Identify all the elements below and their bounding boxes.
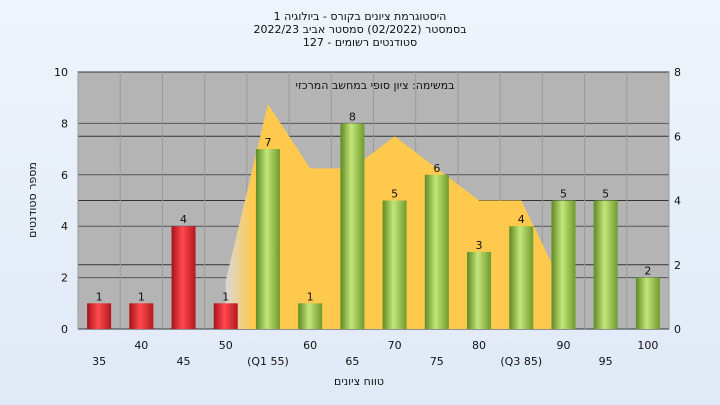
y-tick-label: 6 — [61, 169, 68, 182]
bar-70 — [382, 200, 407, 329]
value-label: 4 — [518, 213, 525, 226]
bar-60 — [298, 303, 323, 329]
bar-50 — [213, 303, 238, 329]
value-label: 7 — [264, 136, 271, 149]
bar-95 — [593, 200, 618, 329]
value-label: 5 — [602, 188, 609, 201]
y-tick-label: 0 — [61, 323, 68, 336]
value-label: 5 — [560, 188, 567, 201]
value-label: 1 — [96, 290, 103, 303]
y-axis-label: מספר סטודנטים — [26, 162, 39, 238]
value-label: 8 — [349, 110, 356, 123]
y-tick-label: 2 — [61, 272, 68, 285]
x-tick-label: (Q1 55) — [247, 355, 289, 368]
bar-45 — [171, 226, 196, 329]
x-tick-label: 75 — [430, 355, 444, 368]
bar-100 — [635, 277, 660, 329]
value-label: 1 — [222, 290, 229, 303]
bar-35 — [87, 303, 112, 329]
x-axis-ticks: 35 40 45 50 (Q1 55) 60 65 70 75 80 (Q3 85) 90 95 100 — [92, 339, 658, 368]
bar-90 — [551, 200, 576, 329]
x-axis-label: טווח ציונים — [334, 375, 384, 388]
y-tick-label: 10 — [54, 66, 68, 79]
y-tick-label: 4 — [61, 220, 68, 233]
x-tick-label: 65 — [345, 355, 359, 368]
x-tick-label: (Q3 85) — [500, 355, 542, 368]
value-label: 6 — [433, 162, 440, 175]
y-axis-ticks: 0 2 4 6 8 10 — [54, 66, 68, 336]
x-tick-label: 100 — [637, 339, 658, 352]
x-tick-label: 70 — [388, 339, 402, 352]
y2-tick-label: 0 — [674, 323, 681, 336]
bar-65 — [340, 123, 365, 330]
x-tick-label: 40 — [134, 339, 148, 352]
chart-title-line-1: היסטוגרמת ציונים בקורס - ביולוגיה 1 — [274, 10, 447, 23]
value-label: 4 — [180, 213, 187, 226]
bar-Q385 — [509, 226, 534, 329]
y2-tick-label: 8 — [674, 66, 681, 79]
x-tick-label: 45 — [177, 355, 191, 368]
x-tick-label: 50 — [219, 339, 233, 352]
x-tick-label: 90 — [556, 339, 570, 352]
y2-tick-label: 4 — [674, 195, 681, 208]
bar-75 — [424, 174, 449, 329]
bar-80 — [467, 251, 492, 329]
chart-title-line-2: בסמסטר (02/2022) סמסטר אביב 2022/23 — [253, 23, 466, 36]
bars — [87, 123, 660, 330]
bar-40 — [129, 303, 154, 329]
x-tick-label: 80 — [472, 339, 486, 352]
x-tick-label: 95 — [599, 355, 613, 368]
value-label: 1 — [138, 290, 145, 303]
value-label: 3 — [476, 239, 483, 252]
chart-annotation: במשימה: ציון סופי במחשב המרכזי — [295, 79, 454, 92]
chart-title-line-3: סטודנטים רשומים - 127 — [303, 36, 417, 49]
value-labels: 1 1 4 1 7 1 8 5 6 3 4 5 5 2 — [96, 110, 652, 303]
value-label: 1 — [307, 290, 314, 303]
value-label: 5 — [391, 188, 398, 201]
y2-tick-label: 2 — [674, 259, 681, 272]
y2-axis-ticks: 0 2 4 6 8 — [674, 66, 681, 336]
y-tick-label: 8 — [61, 117, 68, 130]
y2-tick-label: 6 — [674, 130, 681, 143]
x-tick-label: 35 — [92, 355, 106, 368]
x-tick-label: 60 — [303, 339, 317, 352]
bar-Q155 — [255, 149, 280, 329]
value-label: 2 — [644, 265, 651, 278]
